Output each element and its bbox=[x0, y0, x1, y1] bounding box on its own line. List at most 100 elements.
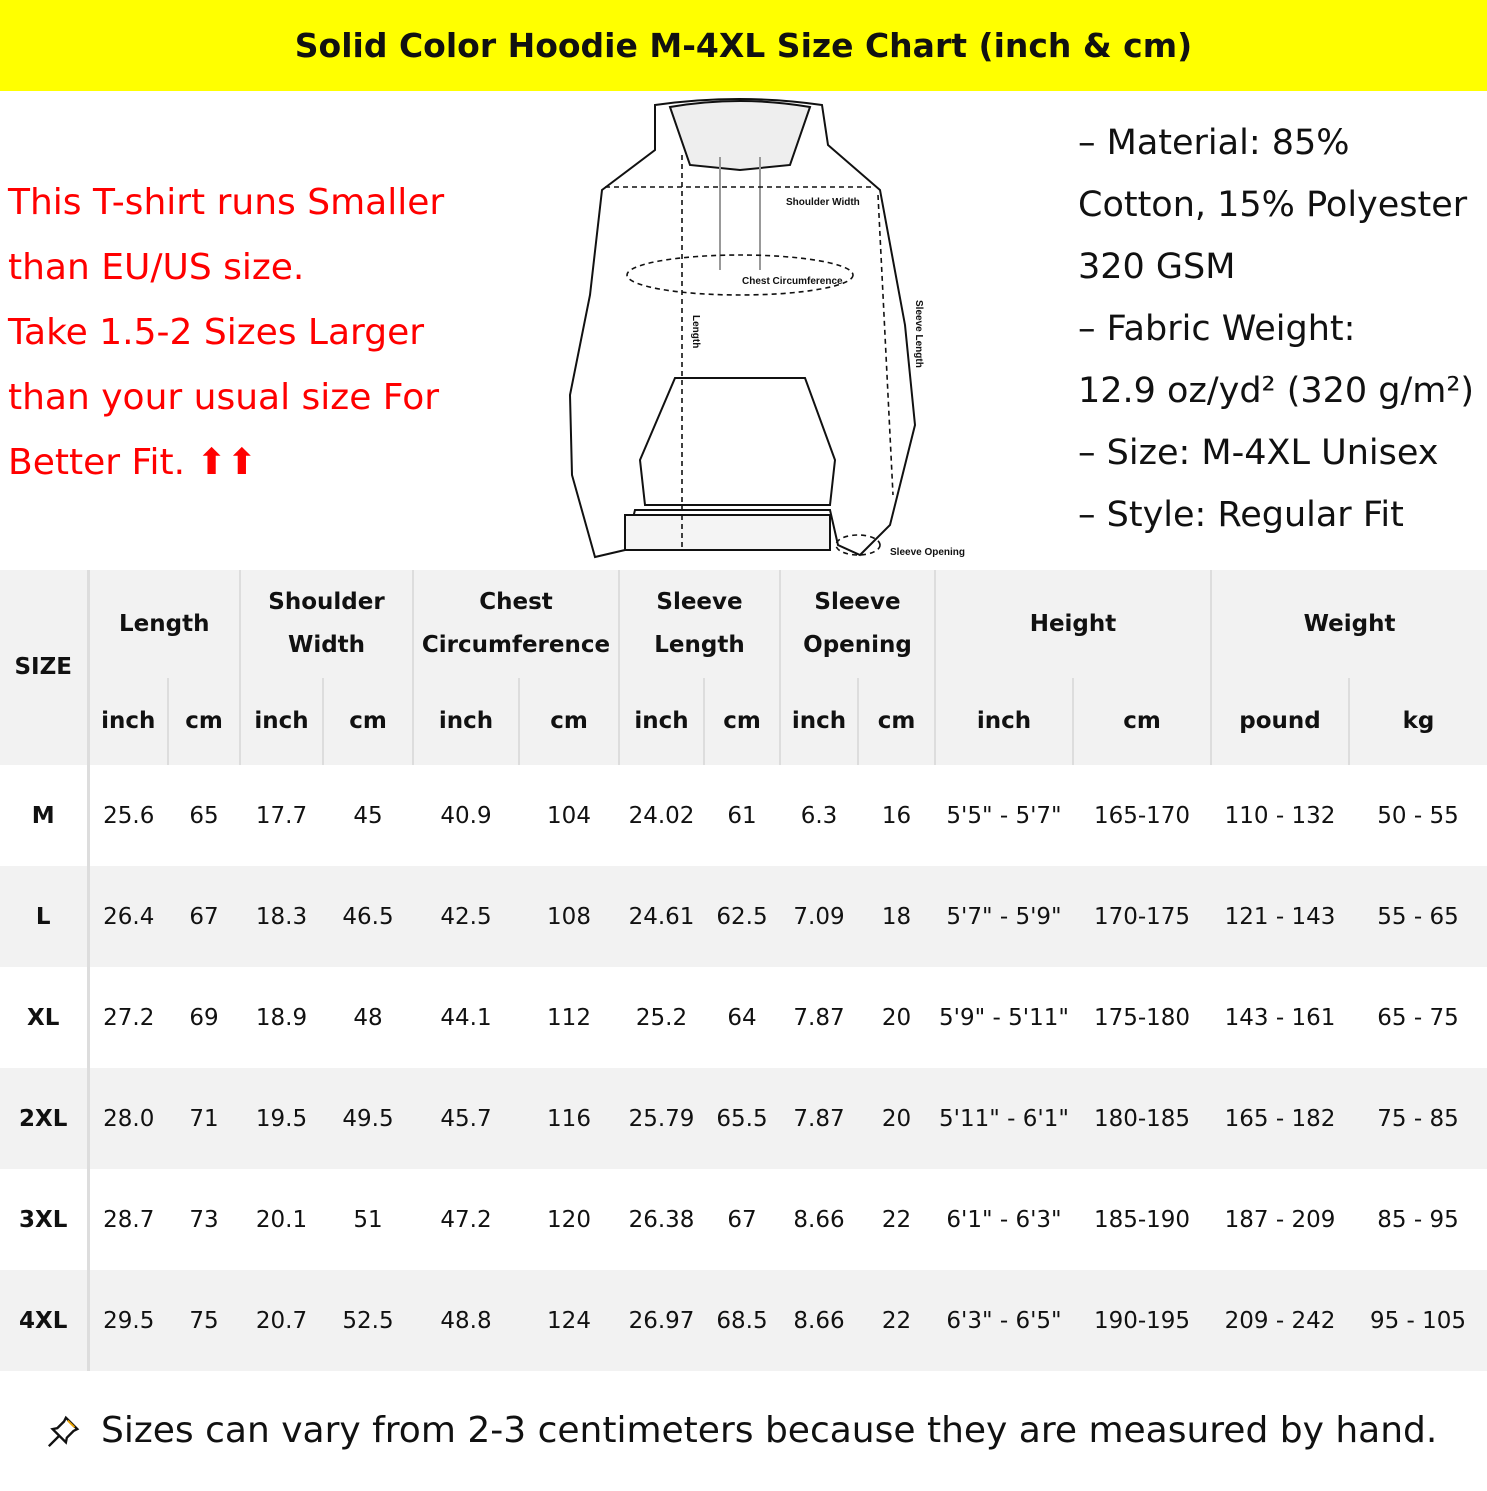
value-cell: 5'7" - 5'9" bbox=[935, 866, 1073, 967]
header-unit: kg bbox=[1348, 678, 1487, 765]
value-cell: 75 - 85 bbox=[1349, 1068, 1487, 1169]
value-cell: 64 bbox=[727, 1004, 757, 1031]
value-cell: 8.66 bbox=[780, 1270, 858, 1371]
value-cell: 121 - 143 bbox=[1211, 866, 1350, 967]
value-cell: 26.38 bbox=[628, 1206, 695, 1233]
table-row: XL 27.2 69 18.9 48 44.1 112 25.2 64 7.87 20 5'9" - … bbox=[0, 967, 1487, 1068]
header-group: Sleeve Opening bbox=[779, 570, 935, 678]
header-unit: inch bbox=[412, 678, 519, 765]
hoodie-diagram: Shoulder Width Chest Circumference Lengt… bbox=[568, 98, 965, 559]
value-cell: 20 bbox=[858, 1068, 935, 1169]
header-unit: inch bbox=[934, 678, 1073, 765]
value-cell: 20 bbox=[881, 1004, 912, 1031]
value-cell: 165-170 bbox=[1093, 802, 1191, 829]
value-cell: 6.3 bbox=[800, 802, 838, 829]
value-cell: 45.7 bbox=[413, 1068, 519, 1169]
value-cell: 7.87 bbox=[780, 1068, 858, 1169]
value-cell: 7.87 bbox=[793, 1004, 845, 1031]
header-unit: cm bbox=[857, 678, 935, 765]
value-cell: 20.7 bbox=[240, 1270, 323, 1371]
value-cell: 24.61 bbox=[619, 866, 704, 967]
value-cell: 85 - 95 bbox=[1377, 1206, 1459, 1233]
spec-list: – Material: 85% Cotton, 15% Polyester 320 … bbox=[1078, 112, 1487, 546]
value-cell: 28.7 bbox=[103, 1206, 155, 1233]
label-chest: Chest Circumference bbox=[742, 276, 843, 287]
note-line: Better Fit. ⬆⬆ bbox=[8, 442, 257, 483]
value-cell: 55 - 65 bbox=[1349, 866, 1487, 967]
value-cell: 25.79 bbox=[619, 1068, 704, 1169]
header-unit: inch bbox=[779, 678, 858, 765]
header-group: Weight bbox=[1210, 570, 1487, 678]
spec-line: – Material: 85% bbox=[1078, 123, 1350, 163]
value-cell: 112 bbox=[547, 1004, 591, 1031]
value-cell: 65 - 75 bbox=[1377, 1004, 1459, 1031]
value-cell: 16 bbox=[881, 802, 912, 829]
value-cell: 8.66 bbox=[793, 1206, 845, 1233]
value-cell: 42.5 bbox=[413, 866, 519, 967]
value-cell: 187 - 209 bbox=[1224, 1206, 1336, 1233]
value-cell: 175-180 bbox=[1093, 1004, 1191, 1031]
header-unit: cm bbox=[322, 678, 413, 765]
value-cell: 67 bbox=[727, 1206, 757, 1233]
value-cell: 51 bbox=[353, 1206, 383, 1233]
value-cell: 165 - 182 bbox=[1211, 1068, 1350, 1169]
value-cell: 26.97 bbox=[619, 1270, 704, 1371]
label-shoulder-width: Shoulder Width bbox=[786, 197, 860, 208]
value-cell: 29.5 bbox=[88, 1270, 168, 1371]
value-cell: 22 bbox=[881, 1206, 912, 1233]
value-cell: 25.6 bbox=[103, 802, 155, 829]
value-cell: 116 bbox=[519, 1068, 619, 1169]
value-cell: 190-195 bbox=[1073, 1270, 1212, 1371]
value-cell: 18.3 bbox=[240, 866, 323, 967]
value-cell: 28.0 bbox=[88, 1068, 168, 1169]
size-cell: M bbox=[0, 765, 90, 866]
value-cell: 50 - 55 bbox=[1377, 802, 1459, 829]
header-group-label: Length bbox=[119, 610, 210, 637]
table-row: 3XL 28.7 73 20.1 51 47.2 120 26.38 67 8.66 22 6'1" … bbox=[0, 1169, 1487, 1270]
header-group-label: Sleeve Opening bbox=[803, 589, 912, 658]
header-group: Height bbox=[933, 570, 1212, 678]
size-cell: 2XL bbox=[0, 1068, 90, 1169]
value-cell: 47.2 bbox=[440, 1206, 492, 1233]
note-line: This T-shirt runs Smaller bbox=[8, 182, 445, 223]
value-cell: 52.5 bbox=[323, 1270, 413, 1371]
size-cell: XL bbox=[0, 967, 90, 1068]
size-cell: L bbox=[0, 866, 90, 967]
value-cell: 185-190 bbox=[1093, 1206, 1191, 1233]
header-unit: inch bbox=[239, 678, 323, 765]
table-row: 4XL 29.5 75 20.7 52.5 48.8 124 26.97 68.5 8.66 22 6… bbox=[0, 1270, 1487, 1371]
value-cell: 209 - 242 bbox=[1211, 1270, 1350, 1371]
note-line: than EU/US size. bbox=[8, 247, 305, 288]
size-cell: 3XL bbox=[0, 1169, 90, 1270]
value-cell: 6'1" - 6'3" bbox=[946, 1206, 1062, 1233]
header-group-label: Shoulder Width bbox=[268, 589, 385, 658]
header-group-label: Weight bbox=[1303, 610, 1396, 637]
label-sleeve-length: Sleeve Length bbox=[913, 300, 924, 368]
value-cell: 49.5 bbox=[323, 1068, 413, 1169]
note-line: than your usual size For bbox=[8, 377, 440, 418]
header-unit: inch bbox=[618, 678, 704, 765]
table-row: 2XL 28.0 71 19.5 49.5 45.7 116 25.79 65.5 7.87 20 5… bbox=[0, 1068, 1487, 1169]
value-cell: 6'3" - 6'5" bbox=[935, 1270, 1073, 1371]
value-cell: 26.4 bbox=[88, 866, 168, 967]
value-cell: 24.02 bbox=[628, 802, 695, 829]
header-group: Shoulder Width bbox=[239, 570, 413, 678]
value-cell: 48.8 bbox=[413, 1270, 519, 1371]
header-unit: cm bbox=[703, 678, 780, 765]
value-cell: 40.9 bbox=[440, 802, 492, 829]
header-unit: cm bbox=[167, 678, 240, 765]
fit-note: This T-shirt runs Smaller than EU/US size… bbox=[8, 170, 528, 495]
spec-line: 320 GSM bbox=[1078, 247, 1236, 287]
label-length: Length bbox=[690, 315, 701, 348]
value-cell: 75 bbox=[168, 1270, 240, 1371]
spec-line: – Fabric Weight: bbox=[1078, 309, 1356, 349]
spec-line: – Style: Regular Fit bbox=[1078, 495, 1404, 535]
header-unit: cm bbox=[518, 678, 619, 765]
value-cell: 120 bbox=[547, 1206, 591, 1233]
value-cell: 170-175 bbox=[1073, 866, 1212, 967]
value-cell: 62.5 bbox=[704, 866, 780, 967]
header-unit-row: inch cm inch cm inch cm inch cm inch cm inch cm poun… bbox=[0, 678, 1487, 765]
size-table: SIZE Length Shoulder Width Chest Circumfere… bbox=[0, 570, 1487, 1371]
spec-line: 12.9 oz/yd² (320 g/m²) bbox=[1078, 371, 1475, 411]
value-cell: 124 bbox=[519, 1270, 619, 1371]
